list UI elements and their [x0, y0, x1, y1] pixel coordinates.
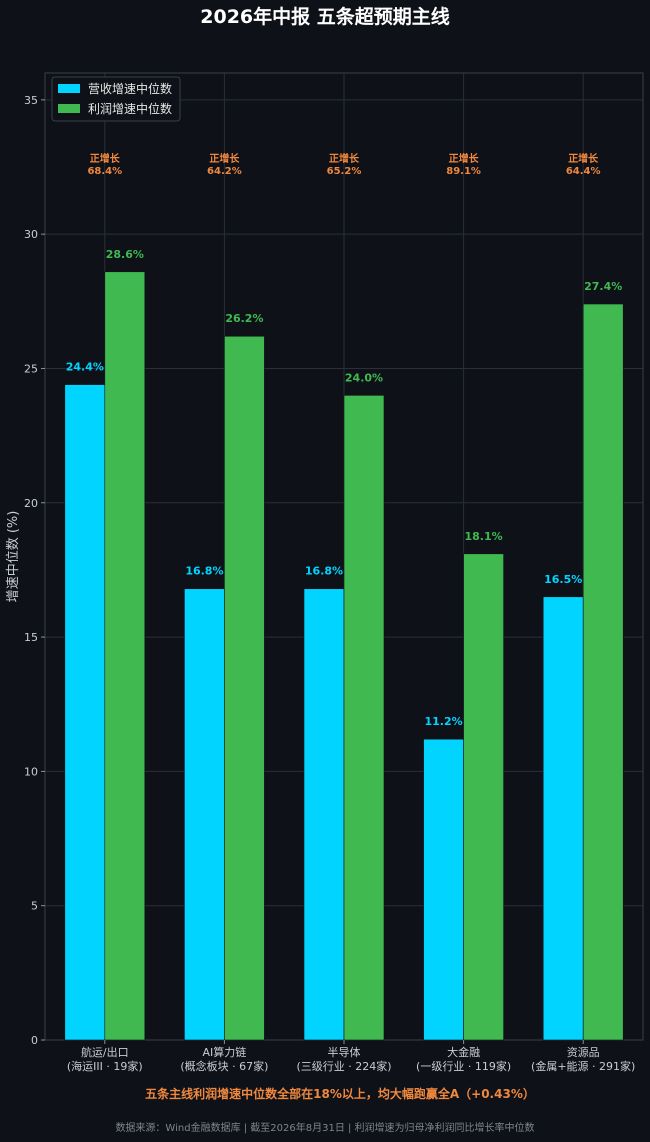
positive-growth-value: 89.1%	[446, 166, 481, 177]
positive-growth-label: 正增长	[90, 152, 121, 165]
bar-profit	[224, 335, 265, 1041]
value-label-revenue: 16.8%	[185, 565, 223, 578]
category-sublabel: (概念板块 · 67家)	[180, 1059, 268, 1073]
category-sublabel: (海运III · 19家)	[67, 1059, 143, 1073]
positive-growth-label: 正增长	[449, 152, 480, 165]
y-axis-label: 增速中位数 (%)	[6, 511, 21, 603]
bar-revenue	[64, 384, 106, 1041]
category-sublabel: (金属+能源 · 291家)	[531, 1059, 635, 1073]
source-note: 数据来源：Wind金融数据库 | 截至2026年8月31日 | 利润增速为归母净…	[115, 1121, 534, 1134]
bars	[64, 271, 624, 1041]
value-label-profit: 18.1%	[465, 530, 503, 543]
summary-note: 五条主线利润增速中位数全部在18%以上，均大幅跑赢全A（+0.43%）	[145, 1086, 535, 1101]
positive-growth-label: 正增长	[209, 152, 240, 165]
chart-title: 2026年中报 五条超预期主线	[200, 5, 450, 28]
legend-box	[51, 76, 181, 122]
category-label: 航运/出口	[81, 1045, 129, 1059]
value-label-profit: 28.6%	[106, 248, 144, 261]
positive-growth-value: 65.2%	[327, 166, 362, 177]
legend-label-revenue: 营收增速中位数	[88, 81, 172, 96]
category-label: AI算力链	[203, 1045, 247, 1059]
value-label-revenue: 16.5%	[544, 573, 582, 586]
axes: 0 5 10 15 20 25 30 35 航运/出口(海运III · 19家) AI算力链(概念…	[24, 94, 635, 1073]
category-label: 大金融	[447, 1045, 480, 1059]
value-label-revenue: 16.8%	[305, 565, 343, 578]
positive-growth-value: 64.4%	[566, 166, 601, 177]
y-tick-label: 10	[24, 765, 38, 778]
value-labels: 24.4% 16.8% 16.8% 11.2% 16.5% 28.6% 26.2% 24.0%…	[66, 152, 623, 728]
category-label: 资源品	[567, 1045, 600, 1059]
value-label-profit: 26.2%	[225, 312, 263, 325]
value-label-profit: 24.0%	[345, 371, 383, 384]
legend-swatch-profit	[58, 104, 80, 113]
y-tick-label: 15	[24, 631, 38, 644]
legend-label-profit: 利润增速中位数	[88, 101, 172, 116]
bar-revenue	[542, 596, 584, 1041]
legend-swatch-revenue	[58, 84, 80, 93]
value-label-revenue: 11.2%	[425, 715, 463, 728]
category-sublabel: (一级行业 · 119家)	[416, 1059, 511, 1073]
positive-growth-label: 正增长	[329, 152, 360, 165]
bar-revenue	[303, 588, 345, 1041]
y-tick-label: 5	[31, 900, 38, 913]
value-label-profit: 27.4%	[584, 280, 622, 293]
category-label: 半导体	[328, 1045, 361, 1059]
bar-profit	[104, 271, 146, 1041]
bar-revenue	[423, 738, 464, 1041]
category-sublabel: (三级行业 · 224家)	[296, 1059, 391, 1073]
legend: 营收增速中位数 利润增速中位数	[51, 76, 181, 122]
y-tick-label: 20	[24, 497, 38, 510]
bar-profit	[343, 395, 385, 1041]
y-tick-label: 25	[24, 362, 38, 375]
bar-revenue	[184, 588, 225, 1041]
y-tick-label: 35	[24, 94, 38, 107]
positive-growth-value: 64.2%	[207, 166, 242, 177]
positive-growth-label: 正增长	[568, 152, 599, 165]
bar-profit	[463, 553, 504, 1041]
y-tick-label: 30	[24, 228, 38, 241]
y-tick-label: 0	[31, 1034, 38, 1047]
value-label-revenue: 24.4%	[66, 361, 104, 374]
bar-profit	[582, 303, 624, 1041]
positive-growth-value: 68.4%	[87, 166, 122, 177]
